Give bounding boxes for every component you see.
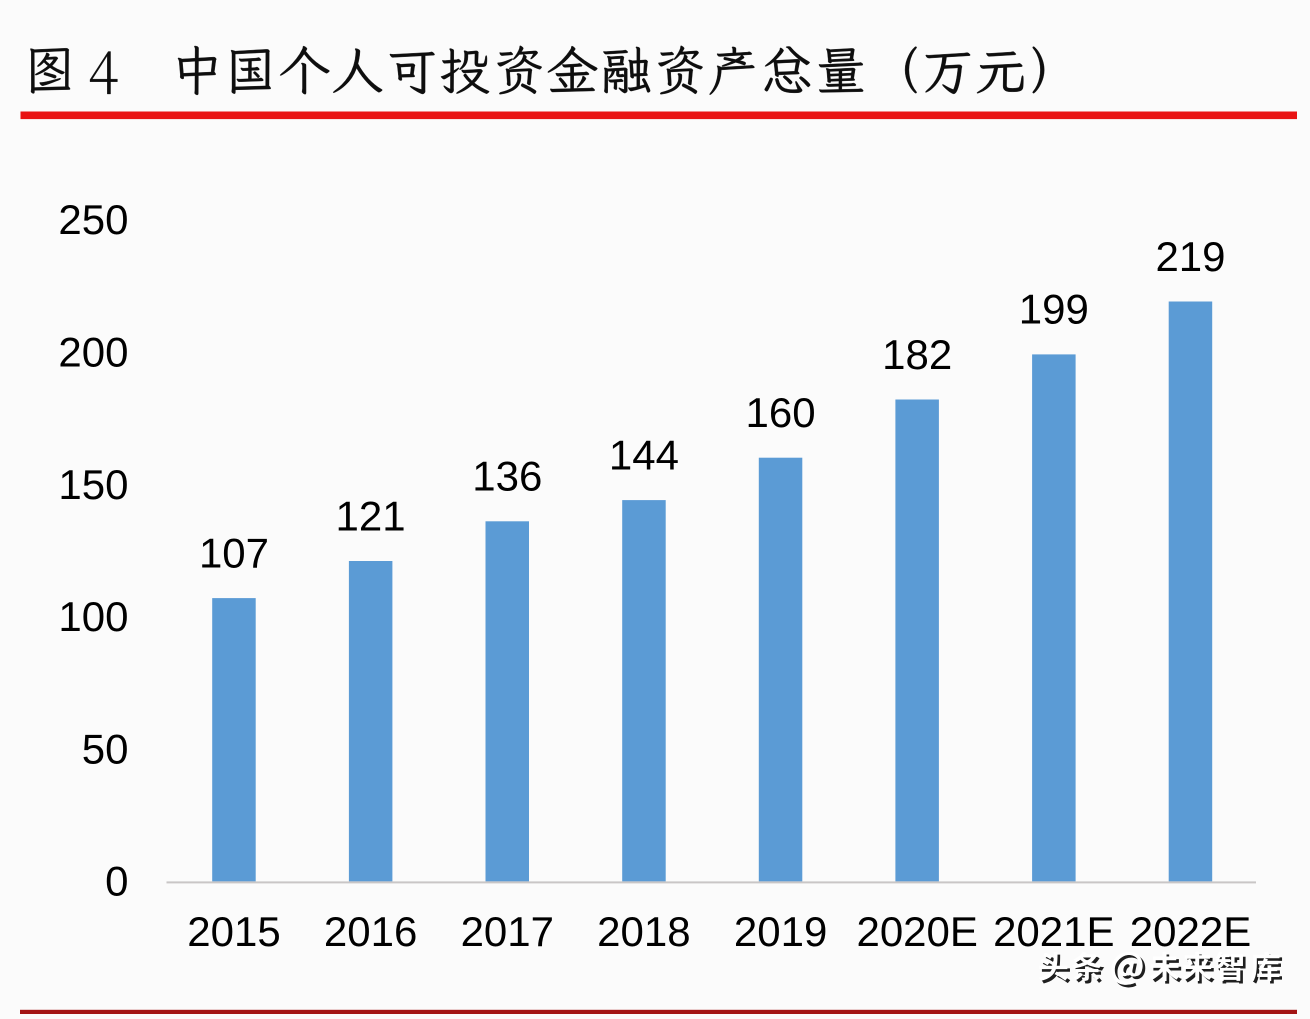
svg-text:121: 121 [336, 492, 406, 539]
svg-text:2019: 2019 [734, 908, 827, 955]
svg-text:182: 182 [882, 331, 952, 378]
svg-text:50: 50 [82, 725, 129, 772]
svg-text:2018: 2018 [597, 908, 690, 955]
svg-text:0: 0 [105, 858, 128, 905]
svg-text:160: 160 [746, 389, 816, 436]
svg-text:200: 200 [58, 328, 128, 375]
svg-text:250: 250 [58, 196, 128, 243]
svg-text:2021E: 2021E [993, 908, 1114, 955]
svg-text:2016: 2016 [324, 908, 417, 955]
svg-text:2022E: 2022E [1130, 908, 1251, 955]
svg-text:2017: 2017 [461, 908, 554, 955]
svg-text:2020E: 2020E [856, 908, 977, 955]
svg-text:136: 136 [472, 453, 542, 500]
svg-text:219: 219 [1155, 233, 1225, 280]
svg-text:199: 199 [1019, 286, 1089, 333]
svg-text:100: 100 [58, 593, 128, 640]
svg-text:150: 150 [58, 461, 128, 508]
svg-text:2015: 2015 [187, 908, 280, 955]
svg-text:144: 144 [609, 431, 679, 478]
svg-text:107: 107 [199, 529, 269, 576]
